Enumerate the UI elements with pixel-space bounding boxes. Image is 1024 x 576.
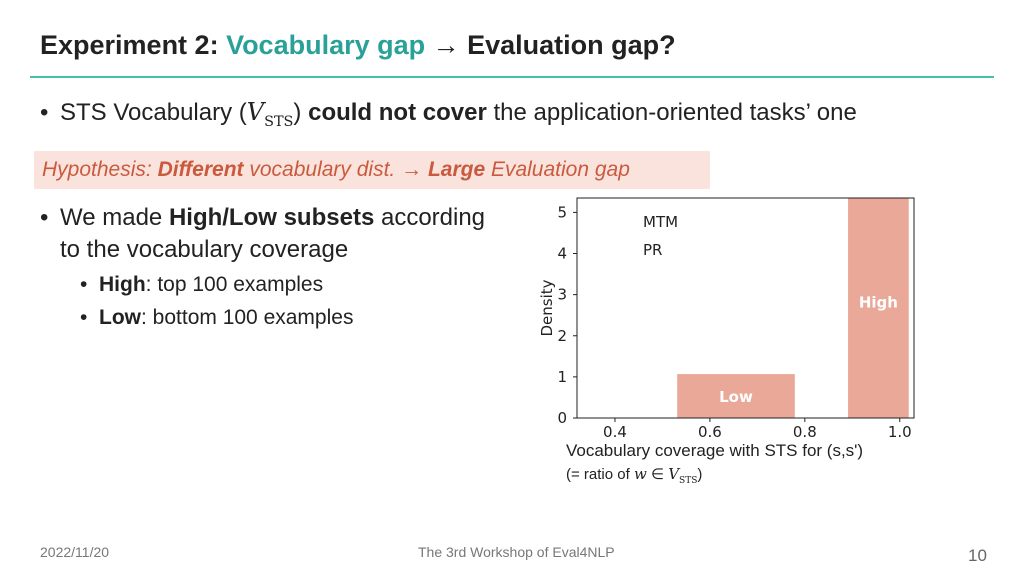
title-suffix: → Evaluation gap?	[425, 30, 676, 60]
footer-venue: The 3rd Workshop of Eval4NLP	[418, 544, 615, 560]
bar-label-high: High	[859, 294, 898, 312]
bullet1-bold: could not cover	[308, 99, 487, 126]
bullet2-bold: High/Low subsets	[168, 204, 375, 231]
x-tick-label: 0.6	[698, 423, 722, 441]
bullet1-text-a: STS Vocabulary (	[60, 99, 247, 126]
x-tick-label: 0.4	[603, 423, 627, 441]
note-vsts: VSTS	[668, 465, 698, 486]
title-prefix: Experiment 2:	[40, 30, 227, 60]
x-tick-label: 1.0	[888, 423, 912, 441]
hyp-a: Hypothesis:	[42, 158, 158, 181]
slide-title: Experiment 2: Vocabulary gap → Evaluatio…	[40, 30, 676, 61]
x-axis-note: (= ratio of w ∈ VSTS)	[566, 465, 702, 486]
sub2-text: : bottom 100 examples	[141, 306, 354, 329]
title-accent: Vocabulary gap	[226, 30, 426, 60]
bullet2-text-b: according	[374, 204, 486, 231]
histogram-bar-high	[847, 196, 910, 419]
bullet-subsets: • We made High/Low subsets according	[40, 204, 485, 232]
y-tick-label: 2	[557, 327, 567, 345]
note-v: V	[668, 465, 680, 483]
sub1-bold: High	[99, 273, 146, 296]
sub-bullet-high: • High: top 100 examples	[80, 273, 323, 297]
note-symbol-w: w	[633, 465, 647, 483]
note-b: ∈	[646, 466, 669, 483]
hyp-e: Evaluation gap	[485, 158, 630, 181]
hyp-c: vocabulary dist. →	[243, 158, 428, 181]
bar-label-low: Low	[719, 388, 753, 406]
bullet-subsets-line2: to the vocabulary coverage	[60, 236, 349, 263]
sub2-bold: Low	[99, 306, 141, 329]
vsts-subscript: STS	[264, 113, 294, 130]
title-divider	[30, 76, 994, 78]
sub1-text: : top 100 examples	[145, 273, 324, 296]
hyp-b: Different	[157, 158, 244, 181]
bullet1-text-b: )	[293, 99, 309, 126]
note-c: )	[697, 466, 703, 483]
histogram-bar-low	[676, 373, 796, 419]
plot-frame	[576, 197, 915, 419]
hyp-d: Large	[427, 158, 486, 181]
y-tick-label: 1	[557, 368, 567, 386]
legend-entry: PR	[643, 241, 662, 259]
x-axis-label: Vocabulary coverage with STS for (s,s')	[566, 441, 864, 460]
note-a: (= ratio of	[566, 466, 634, 483]
bullet-dot-icon: •	[40, 204, 49, 231]
sub-bullet-low: • Low: bottom 100 examples	[80, 306, 353, 330]
bars-layer: Low High	[676, 196, 910, 419]
y-tick-label: 3	[557, 286, 567, 304]
bullet1-text-c: the application-oriented tasks’ one	[486, 99, 857, 126]
hypothesis-box: Hypothesis: Different vocabulary dist. →…	[34, 151, 710, 189]
footer-date: 2022/11/20	[40, 544, 110, 560]
bullet-dot-icon: •	[40, 99, 49, 126]
note-subscript: STS	[679, 476, 698, 486]
vsts-letter: V	[246, 98, 265, 126]
bullet2-text-a: We made	[60, 204, 169, 231]
page-number: 10	[968, 546, 987, 565]
vsts-symbol: VSTS	[246, 98, 294, 130]
bullet-dot-icon: •	[80, 273, 88, 296]
bullet-dot-icon: •	[80, 306, 88, 329]
legend-entry: MTM	[643, 213, 678, 231]
y-tick-label: 5	[557, 203, 567, 221]
ticks-layer: 0.4 0.6 0.8 1.0 0 1 2 3 4 5	[557, 203, 911, 441]
y-axis-label: Density	[538, 279, 556, 336]
y-tick-label: 0	[557, 409, 567, 427]
y-tick-label: 4	[557, 245, 567, 263]
x-tick-label: 0.8	[793, 423, 817, 441]
bullet-sts-vocabulary: • STS Vocabulary (VSTS) could not cover t…	[40, 98, 857, 130]
